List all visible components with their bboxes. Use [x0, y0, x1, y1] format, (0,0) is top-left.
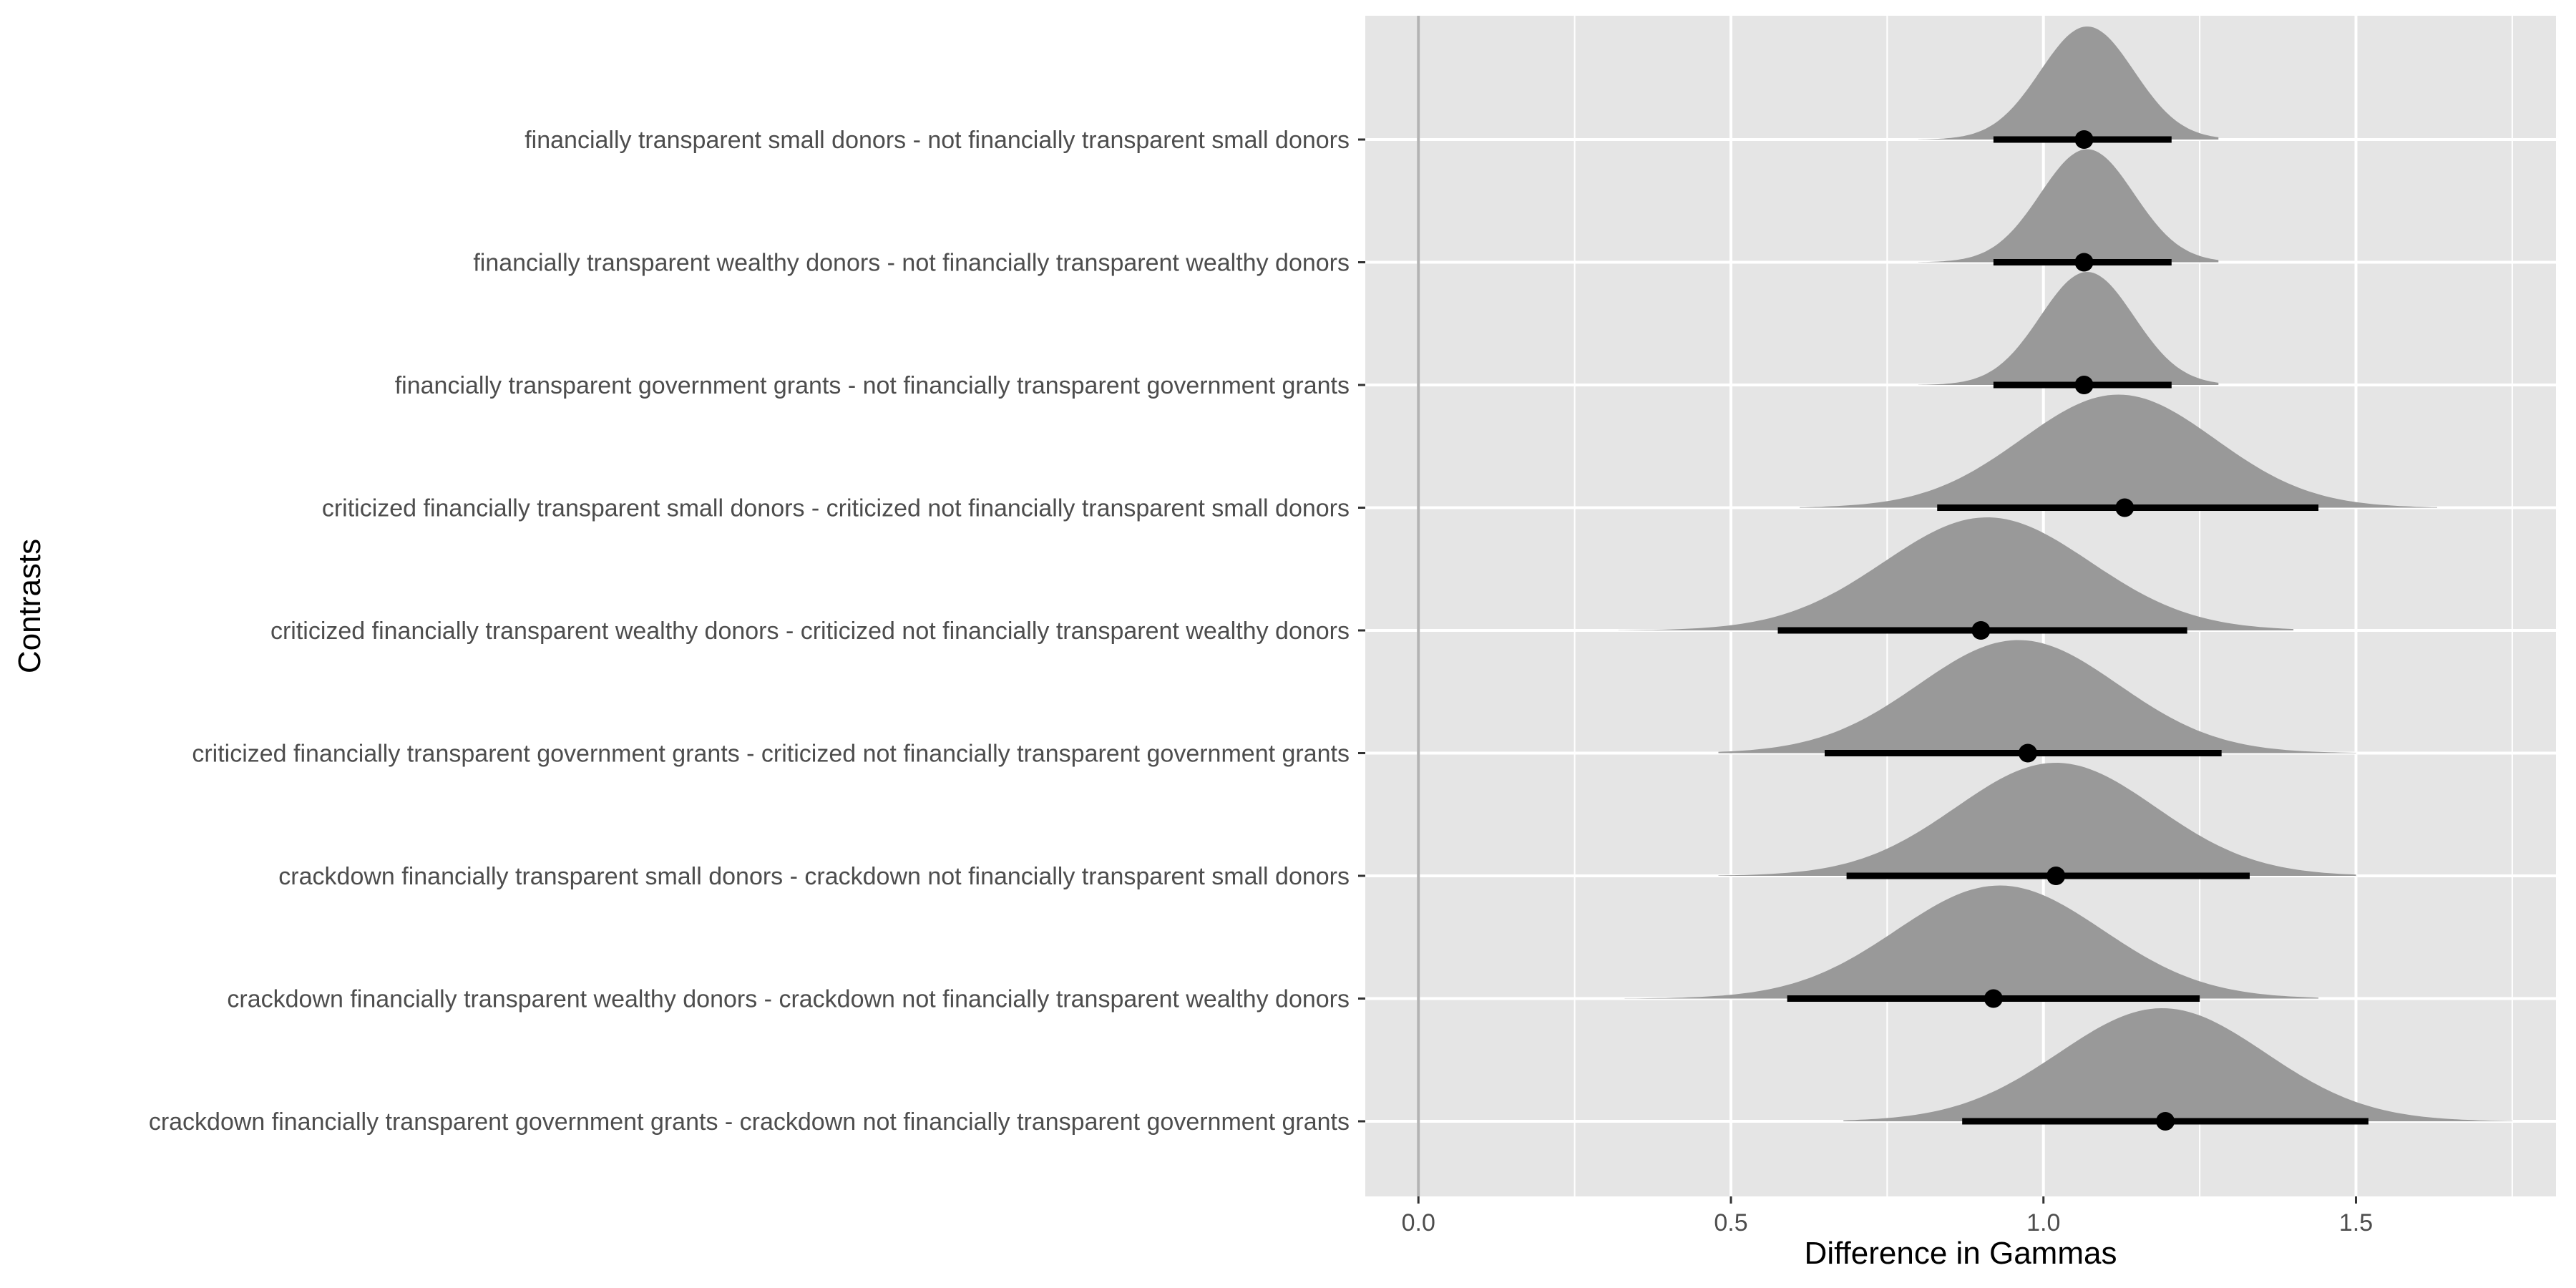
y-tick-labels: financially transparent small donors - n…	[149, 127, 1365, 1136]
contrast-label: criticized financially transparent gover…	[192, 741, 1350, 768]
point-estimate	[1971, 621, 1991, 640]
density-shape	[1918, 26, 2219, 140]
point-estimate	[2074, 130, 2094, 149]
x-tick-label: 0.5	[1714, 1209, 1747, 1236]
contrast-label: financially transparent small donors - n…	[525, 127, 1350, 154]
y-axis-title: Contrasts	[12, 539, 47, 673]
point-estimate	[2074, 376, 2094, 394]
contrast-label: criticized financially transparent small…	[322, 495, 1350, 522]
contrast-label: criticized financially transparent wealt…	[270, 618, 1350, 645]
x-tick-label: 1.5	[2339, 1209, 2373, 1236]
density-shape	[1618, 517, 2294, 630]
contrast-label: crackdown financially transparent small …	[278, 863, 1350, 890]
point-estimate	[1984, 989, 2003, 1008]
point-estimate	[2115, 498, 2135, 517]
density-shape	[1800, 394, 2437, 508]
density-shape	[1843, 1008, 2512, 1121]
density-layer	[1618, 26, 2512, 1121]
point-estimate	[2046, 867, 2066, 885]
density-shape	[1918, 272, 2219, 385]
x-tick-label: 0.0	[1402, 1209, 1435, 1236]
density-shape	[1918, 149, 2219, 263]
interval-layer	[1777, 130, 2368, 1131]
density-shape	[1624, 885, 2319, 999]
x-axis-title: Difference in Gammas	[1805, 1236, 2117, 1271]
point-estimate	[2018, 743, 2037, 763]
contrast-label: financially transparent government grant…	[395, 372, 1350, 399]
x-tick-label: 1.0	[2026, 1209, 2060, 1236]
contrast-label: financially transparent wealthy donors -…	[473, 250, 1350, 277]
x-tick-labels: 0.0 0.5 1.0 1.5	[1402, 1196, 2373, 1236]
density-shape	[1718, 763, 2356, 876]
contrast-label: crackdown financially transparent wealth…	[227, 986, 1350, 1013]
density-shape	[1718, 640, 2356, 753]
point-estimate	[2074, 253, 2094, 272]
point-estimate	[2156, 1112, 2175, 1131]
contrast-label: crackdown financially transparent govern…	[149, 1108, 1350, 1136]
